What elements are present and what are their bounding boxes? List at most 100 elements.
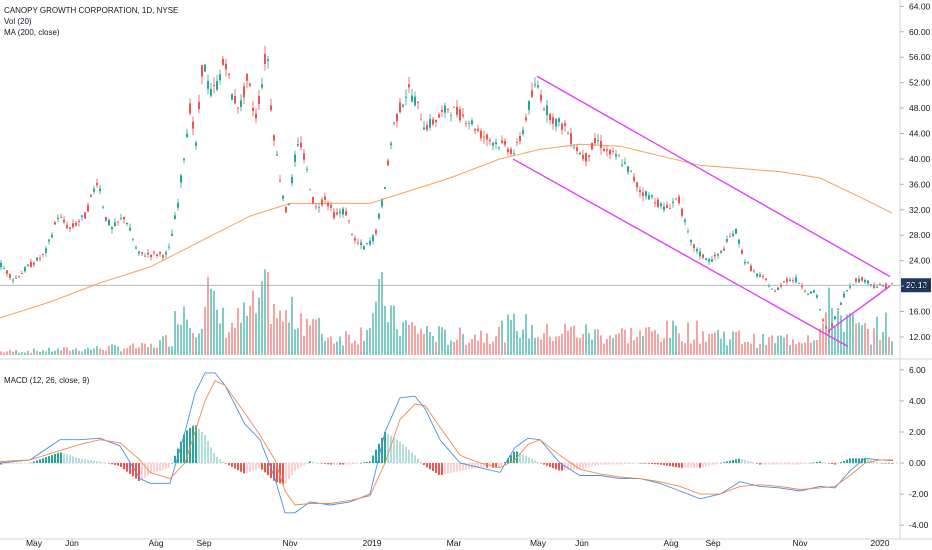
macd-histogram-bar (141, 463, 143, 481)
candle-body (30, 261, 32, 268)
macd-histogram-bar (195, 425, 197, 464)
candle-body (594, 138, 596, 144)
volume-bar (378, 278, 380, 355)
macd-histogram-bar (165, 463, 167, 469)
candle-body (792, 280, 794, 282)
candle-body (36, 257, 38, 261)
macd-tick-label: 0.00 (909, 458, 926, 468)
volume-bar (405, 320, 407, 355)
macd-pane[interactable] (0, 372, 900, 514)
candle-body (345, 211, 347, 216)
volume-bar (489, 344, 491, 355)
candle-body (660, 203, 662, 207)
macd-histogram-bar (582, 463, 584, 469)
candle-body (750, 265, 752, 271)
candle-body (837, 308, 839, 310)
volume-bar (138, 347, 140, 355)
candle-body (645, 191, 647, 197)
macd-histogram-bar (597, 463, 599, 466)
candle-body (777, 287, 779, 291)
macd-histogram-bar (186, 430, 188, 464)
candle-body (378, 213, 380, 219)
volume-bar (252, 290, 254, 355)
volume-bar (594, 329, 596, 355)
volume-bar (627, 343, 629, 355)
macd-histogram-bar (624, 463, 626, 465)
macd-histogram-bar (447, 463, 449, 474)
candle-body (657, 199, 659, 207)
volume-bar (612, 338, 614, 355)
macd-histogram-bar (822, 462, 824, 464)
volume-bar (66, 347, 68, 355)
macd-histogram-bar (534, 460, 536, 464)
macd-histogram-bar (51, 455, 53, 464)
candle-body (786, 278, 788, 282)
macd-histogram-bar (591, 463, 593, 467)
macd-histogram-bar (369, 461, 371, 464)
chart-title: CANOPY GROWTH CORPORATION, 1D, NYSE (4, 6, 179, 15)
macd-histogram-bar (198, 428, 200, 464)
macd-histogram-bar (174, 455, 176, 464)
macd-histogram-bar (159, 463, 161, 471)
volume-bar (870, 344, 872, 355)
candle-body (162, 255, 164, 258)
macd-histogram-bar (807, 463, 809, 464)
macd-histogram-bar (213, 453, 215, 464)
candle-body (828, 330, 830, 333)
volume-bar (831, 308, 833, 355)
macd-histogram-bar (819, 461, 821, 464)
macd-histogram-bar (603, 463, 605, 465)
volume-bar (567, 330, 569, 355)
candle-body (684, 219, 686, 222)
volume-bar (132, 343, 134, 355)
macd-histogram-bar (210, 447, 212, 464)
candle-body (621, 164, 623, 166)
macd-histogram-bar (771, 463, 773, 465)
macd-histogram-bar (711, 463, 713, 465)
macd-histogram-bar (390, 435, 392, 464)
macd-histogram-bar (420, 461, 422, 464)
volume-bar (48, 347, 50, 355)
volume-bar (804, 342, 806, 355)
candle-body (570, 133, 572, 144)
candle-body (321, 199, 323, 206)
candle-body (432, 119, 434, 125)
candle-body (267, 59, 269, 62)
macd-histogram-bar (585, 463, 587, 468)
candle-body (213, 84, 215, 86)
macd-histogram-bar (669, 463, 671, 467)
candle-body (867, 280, 869, 284)
candle-body (360, 242, 362, 246)
macd-histogram-bar (864, 458, 866, 464)
macd-histogram-bar (555, 463, 557, 470)
volume-bar (603, 343, 605, 355)
macd-histogram-bar (288, 463, 290, 480)
macd-histogram-bar (528, 457, 530, 464)
candle-body (24, 267, 26, 272)
volume-bar (21, 352, 23, 355)
volume-bar (486, 333, 488, 355)
candle-body (483, 136, 485, 138)
last-price-label: 20.13 (906, 280, 928, 290)
volume-bar (210, 288, 212, 355)
candle-body (504, 141, 506, 145)
volume-bar (177, 324, 179, 355)
macd-histogram-bar (594, 463, 596, 466)
macd-histogram-bar (867, 459, 869, 464)
macd-histogram-bar (639, 463, 641, 464)
volume-bar (693, 339, 695, 355)
macd-histogram-bar (681, 463, 683, 468)
volume-bar (309, 325, 311, 355)
volume-bar (30, 352, 32, 355)
volume-bar (636, 336, 638, 355)
candle-body (699, 251, 701, 257)
price-pane[interactable]: 20.13 (0, 45, 931, 355)
macd-histogram-bar (873, 461, 875, 464)
macd-histogram-bar (561, 463, 563, 471)
volume-bar (333, 343, 335, 355)
volume-bar (633, 340, 635, 355)
macd-histogram-bar (9, 463, 11, 465)
candle-body (291, 177, 293, 184)
macd-histogram-bar (690, 463, 692, 468)
